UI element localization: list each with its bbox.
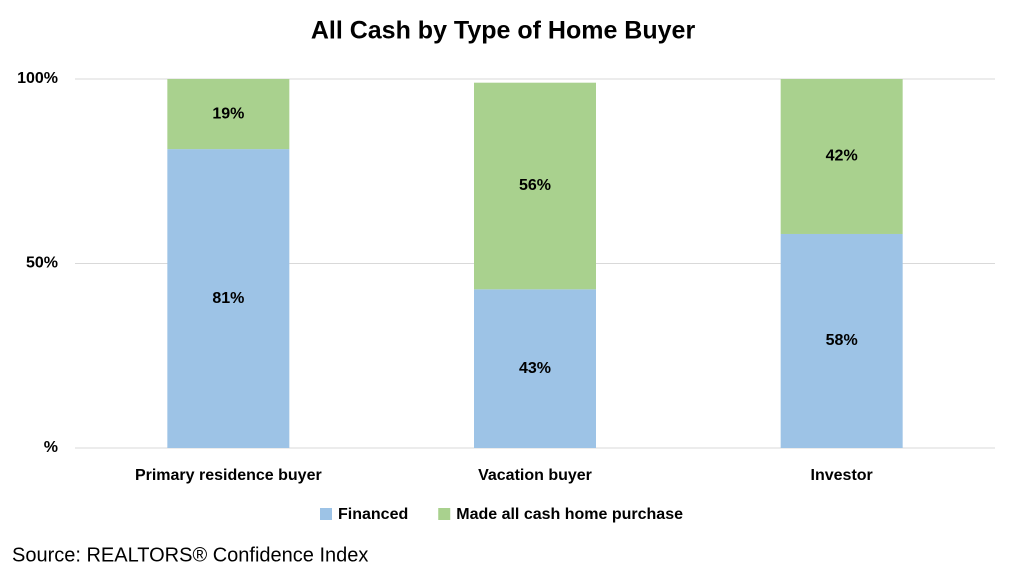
data-label: 56% [519, 177, 551, 194]
bar-segment [780, 79, 903, 234]
legend-swatch [320, 508, 332, 520]
x-tick-label: Vacation buyer [478, 467, 592, 484]
legend-swatch [438, 508, 451, 520]
x-tick-label: Primary residence buyer [135, 467, 322, 484]
data-label: 81% [212, 290, 244, 307]
legend-label: Made all cash home purchase [456, 506, 683, 523]
data-label: 42% [826, 148, 858, 165]
x-tick-label: Investor [811, 467, 873, 484]
source-note: Source: REALTORS® Confidence Index [12, 544, 368, 566]
data-label: 43% [519, 360, 551, 377]
data-label: 19% [212, 105, 244, 122]
y-tick-label: 100% [17, 70, 58, 87]
data-label: 58% [826, 332, 858, 349]
bar-segment [474, 82, 596, 290]
chart-title: All Cash by Type of Home Buyer [311, 17, 696, 45]
legend-label: Financed [338, 506, 408, 523]
y-tick-label: 50% [26, 255, 58, 272]
y-tick-label: % [44, 439, 58, 456]
bar-segment [167, 149, 290, 449]
bar-segment [780, 233, 903, 448]
bar-segment [474, 289, 596, 448]
bar-segment [167, 79, 290, 150]
